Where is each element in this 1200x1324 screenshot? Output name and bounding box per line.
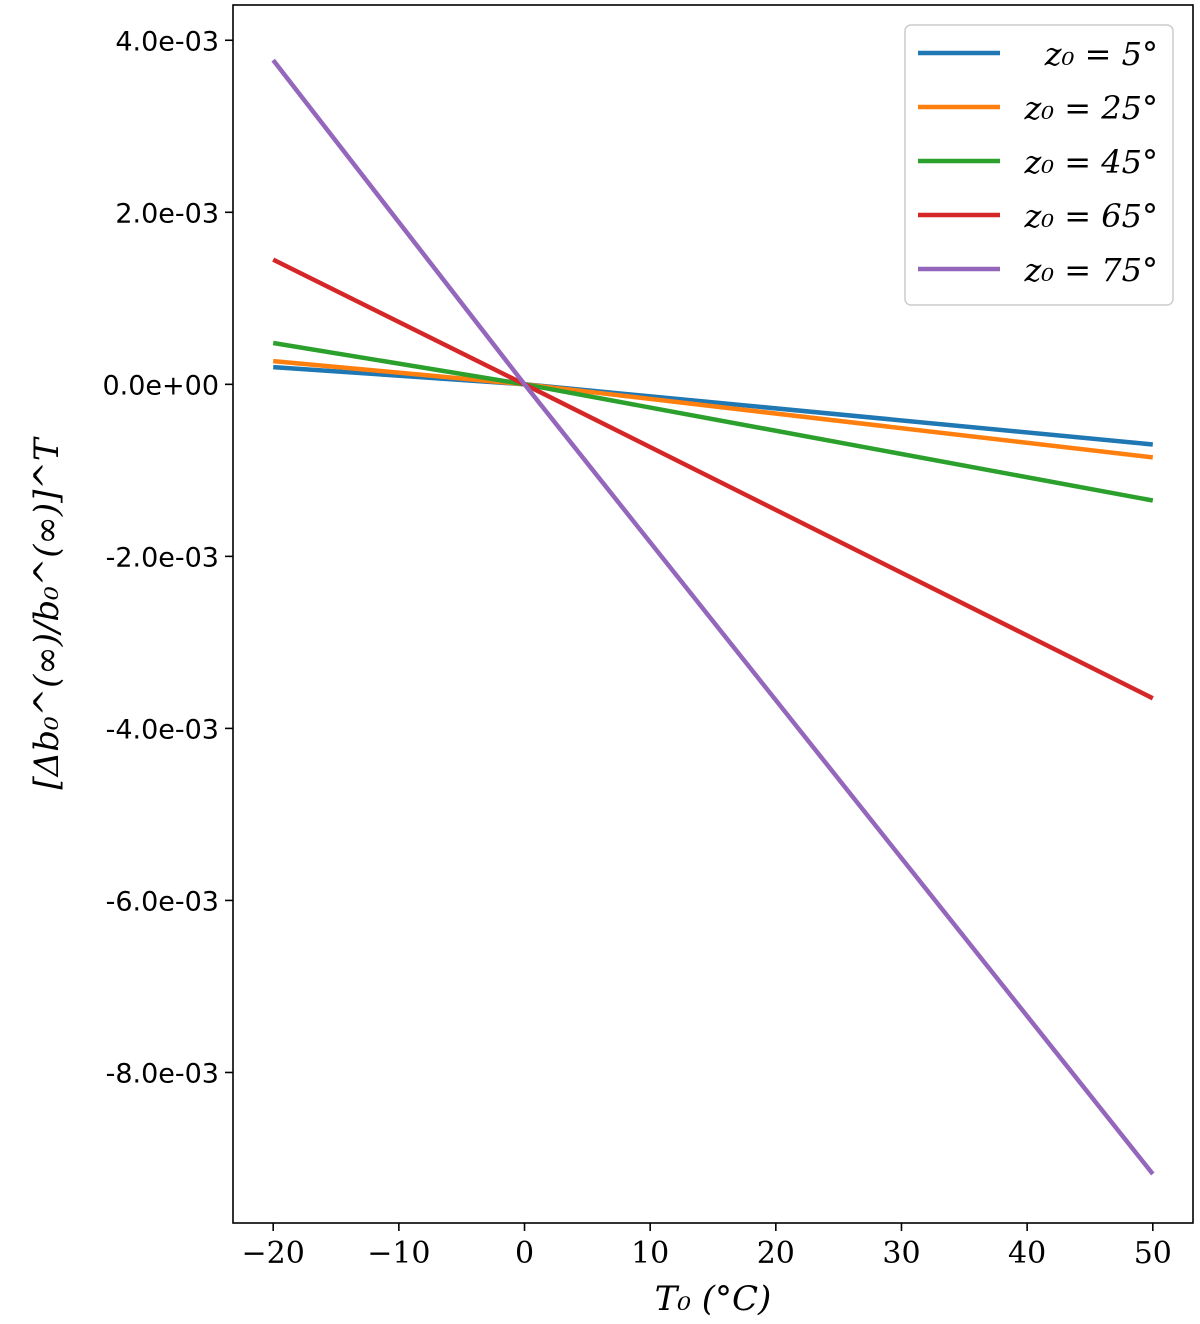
legend-label-3: z₀ = 65° [1023, 197, 1158, 235]
legend-label-0: z₀ = 5° [1044, 35, 1158, 73]
x-tick-label: 40 [1008, 1236, 1046, 1271]
legend-label-2: z₀ = 45° [1023, 143, 1158, 181]
x-tick-label: 50 [1134, 1236, 1172, 1271]
legend: z₀ = 5° z₀ = 25° z₀ = 45° z₀ = 65° z₀ = 75° [904, 24, 1174, 306]
legend-label-1: z₀ = 25° [1023, 89, 1158, 127]
y-axis-title: [Δb₀^(∞)/b₀^(∞)]^T [27, 436, 67, 789]
x-axis-title: T₀ (°C) [655, 1279, 772, 1319]
series-lines [271, 58, 1155, 1176]
x-tick-label: −10 [367, 1236, 430, 1271]
legend-frame [904, 24, 1174, 306]
y-tick-label: -2.0e-03 [106, 542, 219, 573]
x-tick-label: 20 [757, 1236, 795, 1271]
x-tick-label: 0 [515, 1236, 534, 1271]
y-axis: 4.0e-03 2.0e-03 0.0e+00 -2.0e-03 -4.0e-03 -6.… [102, 26, 233, 1089]
y-tick-label: -6.0e-03 [106, 886, 219, 917]
series-line-4 [271, 58, 1155, 1176]
y-tick-label: 4.0e-03 [115, 26, 219, 57]
x-tick-label: 30 [882, 1236, 920, 1271]
x-tick-label: 10 [631, 1236, 669, 1271]
legend-label-4: z₀ = 75° [1023, 251, 1158, 289]
y-tick-label: -4.0e-03 [106, 714, 219, 745]
y-tick-label: 2.0e-03 [115, 198, 219, 229]
y-tick-label: -8.0e-03 [106, 1058, 219, 1089]
y-tick-label: 0.0e+00 [102, 370, 219, 401]
x-tick-label: −20 [242, 1236, 305, 1271]
x-axis: −20 −10 0 10 20 30 40 50 [242, 1223, 1172, 1271]
